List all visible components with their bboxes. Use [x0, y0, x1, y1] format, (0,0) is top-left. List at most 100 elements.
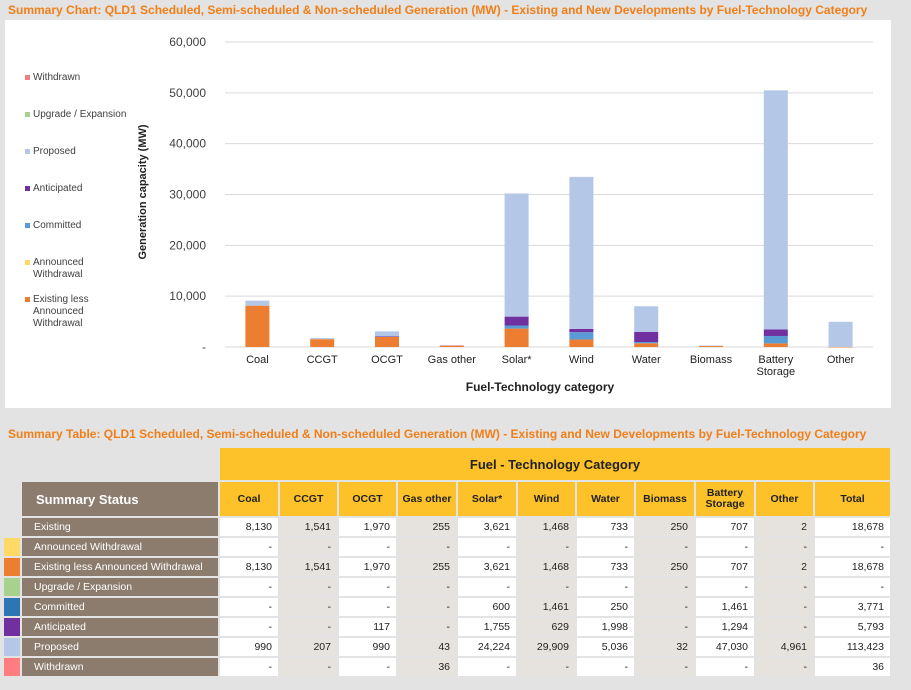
table-cell: 990: [339, 638, 396, 656]
column-header: Battery Storage: [696, 482, 754, 516]
table-cell: -: [636, 538, 694, 556]
table-cell: -: [280, 538, 337, 556]
table-cell: 1,970: [339, 518, 396, 536]
bar-anticipated: [634, 331, 659, 343]
bar-committed: [634, 342, 659, 344]
table-cell: 1,461: [696, 598, 754, 616]
table-cell: 1,294: [696, 618, 754, 636]
table-cell: 733: [577, 518, 634, 536]
table-cell: -: [696, 578, 754, 596]
table-cell: 4,961: [756, 638, 813, 656]
x-tick-label: Other: [827, 354, 855, 366]
legend-label: Committed: [33, 220, 82, 231]
row-label: Existing less Announced Withdrawal: [22, 558, 218, 576]
bar-existing: [699, 345, 723, 347]
table-cell: -: [577, 658, 634, 676]
legend-swatch: [25, 186, 30, 191]
table-cell: 1,541: [280, 558, 337, 576]
x-tick-label: Coal: [246, 354, 269, 366]
table-cell: 18,678: [815, 558, 890, 576]
table-cell: -: [220, 538, 278, 556]
legend-item: Existing less Announced Withdrawal: [25, 294, 135, 330]
column-header: Solar*: [458, 482, 516, 516]
row-label: Committed: [22, 598, 218, 616]
stacked-bar-chart: - 10,000 20,000 30,000 40,000 50,000 60,000 Coa…: [137, 35, 873, 394]
table-cell: -: [518, 578, 575, 596]
table-cell: 250: [636, 518, 694, 536]
table-title: Summary Table: QLD1 Scheduled, Semi-sche…: [8, 427, 867, 441]
table-cell: 1,468: [518, 558, 575, 576]
bar-withdrawn: [439, 345, 464, 346]
bar-anticipated: [375, 336, 399, 337]
bar-existing: [245, 305, 270, 347]
bar-existing: [375, 336, 399, 347]
table-cell: 2: [756, 518, 813, 536]
chart-panel: - 10,000 20,000 30,000 40,000 50,000 60,000 Coa…: [5, 20, 891, 408]
legend-label: Withdrawn: [33, 72, 81, 83]
table-cell: 600: [458, 598, 516, 616]
table-cell: 36: [398, 658, 456, 676]
bar-anticipated: [763, 329, 788, 336]
status-swatch: [4, 538, 20, 556]
table-cell: -: [398, 538, 456, 556]
table-row: Existing 8,130 1,541 1,970 255 3,621 1,468 733 2…: [4, 518, 890, 536]
bar-proposed: [504, 193, 529, 317]
table-cell: 707: [696, 518, 754, 536]
bar-existing: [634, 343, 659, 347]
legend-item: Anticipated: [25, 183, 135, 195]
table-cell: 32: [636, 638, 694, 656]
table-cell: -: [339, 658, 396, 676]
table-cell: -: [398, 598, 456, 616]
legend-item: Committed: [25, 220, 135, 232]
table-cell: -: [398, 578, 456, 596]
table-cell: 5,793: [815, 618, 890, 636]
x-tick-label: OCGT: [371, 354, 403, 366]
legend-label: Anticipated: [33, 183, 83, 194]
table-cell: 24,224: [458, 638, 516, 656]
y-tick-label: 40,000: [169, 137, 206, 151]
table-cell: 18,678: [815, 518, 890, 536]
row-label: Anticipated: [22, 618, 218, 636]
table-cell: -: [339, 598, 396, 616]
table-cell: 733: [577, 558, 634, 576]
table-cell: 47,030: [696, 638, 754, 656]
table-cell: -: [815, 578, 890, 596]
table-cell: 3,621: [458, 558, 516, 576]
table-cell: 1,998: [577, 618, 634, 636]
table-cell: -: [636, 578, 694, 596]
table-cell: -: [220, 658, 278, 676]
legend-swatch: [25, 297, 30, 302]
table-cell: 255: [398, 518, 456, 536]
table-cell: -: [756, 618, 813, 636]
table-cell: 2: [756, 558, 813, 576]
table-cell: 629: [518, 618, 575, 636]
bar-proposed: [245, 300, 270, 306]
table-cell: 207: [280, 638, 337, 656]
table-cell: -: [518, 658, 575, 676]
table-row: Announced Withdrawal - - - - - - - - - - -: [4, 538, 890, 556]
table-cell: 29,909: [518, 638, 575, 656]
x-tick-label: Gas other: [428, 354, 477, 366]
bar-proposed: [763, 90, 788, 330]
legend-label: Upgrade / Expansion: [33, 109, 127, 120]
table-cell: 3,621: [458, 518, 516, 536]
table-cell: 117: [339, 618, 396, 636]
status-header: Summary Status: [22, 482, 218, 516]
table-cell: -: [280, 618, 337, 636]
table-cell: 1,541: [280, 518, 337, 536]
status-swatch: [4, 578, 20, 596]
y-axis-title: Generation capacity (MW): [137, 124, 149, 259]
bar-existing: [763, 343, 788, 347]
status-swatch: [4, 658, 20, 676]
table-cell: 990: [220, 638, 278, 656]
x-tick-label: Biomass: [690, 354, 733, 366]
bar-existing: [439, 345, 464, 347]
row-label: Announced Withdrawal: [22, 538, 218, 556]
table-cell: 1,461: [518, 598, 575, 616]
table-cell: 113,423: [815, 638, 890, 656]
table-cell: 5,036: [577, 638, 634, 656]
legend-item: Announced Withdrawal: [25, 257, 135, 281]
table-cell: 3,771: [815, 598, 890, 616]
table-cell: -: [756, 538, 813, 556]
bar-committed: [569, 332, 594, 340]
